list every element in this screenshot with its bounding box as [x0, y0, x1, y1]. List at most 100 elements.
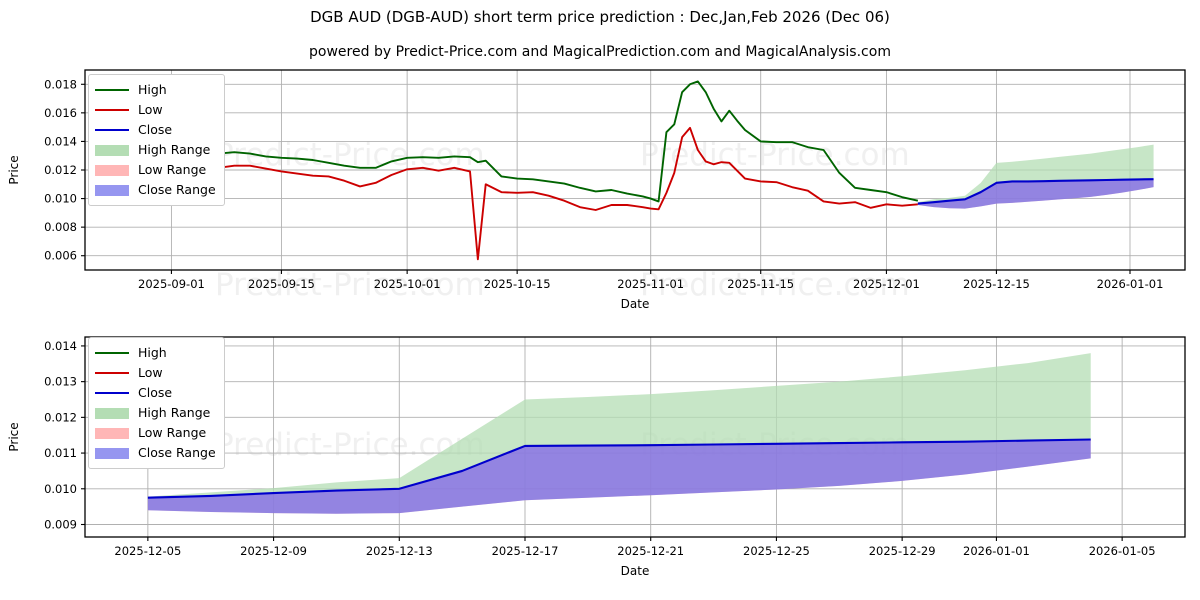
- legend-patch-swatch-icon: [95, 164, 129, 176]
- x-axis-label: Date: [621, 564, 650, 578]
- swatch-mark: [95, 185, 129, 196]
- y-tick-label: 0.008: [44, 220, 77, 234]
- legend-item-label: High Range: [138, 405, 211, 420]
- swatch-mark: [95, 408, 129, 419]
- overview-chart-svg: Predict-Price.com Predict-Price.comPredic…: [7, 69, 1186, 311]
- x-tick-label: 2026-01-05: [1089, 544, 1156, 558]
- close-line: [147, 438, 1091, 499]
- forecast-detail-legend-item: High Range: [95, 403, 216, 423]
- swatch-mark: [95, 165, 129, 176]
- legend-item-label: Close Range: [138, 182, 216, 197]
- y-tick-label: 0.013: [44, 375, 77, 389]
- y-tick-label: 0.011: [44, 446, 77, 460]
- legend-item-label: Close Range: [138, 445, 216, 460]
- legend-item-label: High Range: [138, 142, 211, 157]
- overview-legend-item: Low Range: [95, 160, 216, 180]
- overview-chart-legend: High Low Close High Range Low Range Close Ran…: [88, 74, 225, 206]
- watermark-text: Predict-Price.com: [215, 267, 485, 303]
- y-tick-label: 0.010: [44, 482, 77, 496]
- overview-legend-item: Low: [95, 100, 216, 120]
- forecast-detail-chart-legend: High Low Close High Range Low Range Close Ran…: [88, 337, 225, 469]
- legend-item-label: Close: [138, 385, 173, 400]
- overview-legend-item: Close: [95, 120, 216, 140]
- forecast-detail-chart-panel: Predict-Price.comPredict-Price.com0.0090…: [0, 325, 1200, 600]
- legend-line-swatch-icon: [95, 387, 129, 399]
- overview-legend-item: Close Range: [95, 180, 216, 200]
- legend-item-label: Low: [138, 365, 163, 380]
- legend-patch-swatch-icon: [95, 427, 129, 439]
- x-tick-label: 2025-12-25: [743, 544, 810, 558]
- legend-item-label: High: [138, 82, 167, 97]
- swatch-mark: [95, 392, 129, 394]
- close-range-band: [917, 179, 1154, 209]
- legend-line-swatch-icon: [95, 124, 129, 136]
- page-subtitle: powered by Predict-Price.com and Magical…: [309, 44, 891, 60]
- swatch-mark: [95, 372, 129, 374]
- swatch-mark: [95, 129, 129, 131]
- y-tick-label: 0.006: [44, 249, 77, 263]
- legend-line-swatch-icon: [95, 367, 129, 379]
- legend-item-label: Close: [138, 122, 173, 137]
- legend-item-label: Low Range: [138, 425, 207, 440]
- x-tick-label: 2026-01-01: [1097, 277, 1164, 291]
- legend-item-label: Low: [138, 102, 163, 117]
- x-axis-label: Date: [621, 297, 650, 311]
- legend-patch-swatch-icon: [95, 447, 129, 459]
- forecast-detail-chart-svg: Predict-Price.comPredict-Price.com0.0090…: [7, 336, 1186, 578]
- x-tick-label: 2025-10-15: [484, 277, 551, 291]
- forecast-detail-legend-item: Low: [95, 363, 216, 383]
- forecast-detail-legend-item: Close Range: [95, 443, 216, 463]
- high-range-band: [917, 144, 1154, 204]
- high-line: [124, 80, 919, 203]
- swatch-mark: [95, 428, 129, 439]
- y-tick-label: 0.012: [44, 163, 77, 177]
- x-tick-label: 2025-12-09: [240, 544, 307, 558]
- y-tick-label: 0.014: [44, 339, 77, 353]
- forecast-detail-legend-item: High: [95, 343, 216, 363]
- x-tick-label: 2025-12-21: [617, 544, 684, 558]
- overview-legend-item: High: [95, 80, 216, 100]
- x-tick-label: 2025-12-05: [114, 544, 181, 558]
- y-tick-label: 0.009: [44, 518, 77, 532]
- swatch-mark: [95, 448, 129, 459]
- low-line: [124, 126, 918, 261]
- legend-line-swatch-icon: [95, 104, 129, 116]
- y-tick-label: 0.018: [44, 77, 77, 91]
- overview-legend-item: High Range: [95, 140, 216, 160]
- forecast-detail-legend-item: Low Range: [95, 423, 216, 443]
- x-tick-label: 2025-09-01: [138, 277, 205, 291]
- x-tick-label: 2025-11-01: [617, 277, 684, 291]
- swatch-mark: [95, 109, 129, 111]
- x-tick-label: 2025-12-01: [853, 277, 920, 291]
- x-tick-label: 2025-12-15: [963, 277, 1030, 291]
- close-range-band: [147, 439, 1091, 514]
- legend-item-label: High: [138, 345, 167, 360]
- y-axis-label: Price: [7, 422, 21, 451]
- page-title: DGB AUD (DGB-AUD) short term price predi…: [310, 8, 890, 26]
- x-tick-label: 2026-01-01: [963, 544, 1030, 558]
- swatch-mark: [95, 89, 129, 91]
- high-range-band: [147, 353, 1091, 498]
- x-tick-label: 2025-09-15: [248, 277, 315, 291]
- legend-line-swatch-icon: [95, 84, 129, 96]
- overview-chart-panel: Predict-Price.com Predict-Price.com Predic…: [0, 60, 1200, 320]
- plot-frame: [84, 336, 1186, 538]
- x-tick-label: 2025-12-13: [366, 544, 433, 558]
- y-tick-label: 0.014: [44, 134, 77, 148]
- swatch-mark: [95, 352, 129, 354]
- y-tick-label: 0.012: [44, 410, 77, 424]
- watermark-text: Predict-Price.com: [640, 267, 910, 303]
- y-axis-label: Price: [7, 155, 21, 184]
- close-line: [917, 178, 1154, 205]
- x-tick-label: 2025-12-29: [869, 544, 936, 558]
- forecast-detail-legend-item: Close: [95, 383, 216, 403]
- legend-line-swatch-icon: [95, 347, 129, 359]
- legend-patch-swatch-icon: [95, 144, 129, 156]
- swatch-mark: [95, 145, 129, 156]
- legend-item-label: Low Range: [138, 162, 207, 177]
- y-tick-label: 0.010: [44, 192, 77, 206]
- x-tick-label: 2025-12-17: [492, 544, 559, 558]
- legend-patch-swatch-icon: [95, 407, 129, 419]
- y-tick-label: 0.016: [44, 106, 77, 120]
